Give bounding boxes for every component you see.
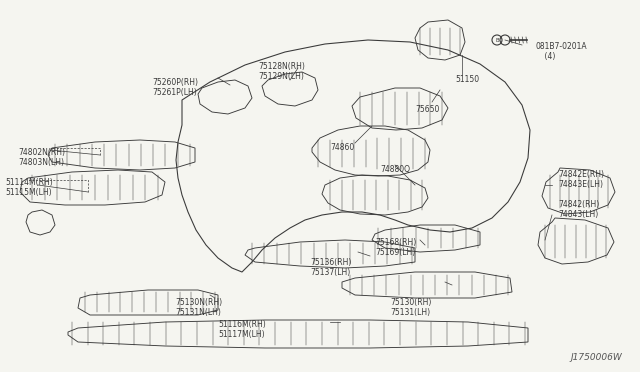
Text: 51114M(RH)
51115M(LH): 51114M(RH) 51115M(LH) bbox=[5, 178, 52, 198]
Text: 75136(RH)
75137(LH): 75136(RH) 75137(LH) bbox=[310, 258, 351, 278]
Text: 75130(RH)
75131(LH): 75130(RH) 75131(LH) bbox=[390, 298, 431, 317]
Text: 74802N(RH)
74803N(LH): 74802N(RH) 74803N(LH) bbox=[18, 148, 65, 167]
Text: B: B bbox=[495, 38, 499, 42]
Text: 51150: 51150 bbox=[455, 75, 479, 84]
Text: 75650: 75650 bbox=[415, 105, 440, 114]
Text: 081B7-0201A
    (4): 081B7-0201A (4) bbox=[535, 42, 587, 61]
Text: 75168(RH)
75169(LH): 75168(RH) 75169(LH) bbox=[375, 238, 416, 257]
Text: 75130N(RH)
75131N(LH): 75130N(RH) 75131N(LH) bbox=[175, 298, 222, 317]
Text: 74842E(RH)
74843E(LH): 74842E(RH) 74843E(LH) bbox=[558, 170, 604, 189]
Text: J1750006W: J1750006W bbox=[570, 353, 622, 362]
Text: 74860: 74860 bbox=[330, 143, 355, 152]
Text: 74880Q: 74880Q bbox=[380, 165, 410, 174]
Text: 51116M(RH)
51117M(LH): 51116M(RH) 51117M(LH) bbox=[218, 320, 266, 339]
Text: 74842(RH)
74843(LH): 74842(RH) 74843(LH) bbox=[558, 200, 599, 219]
Text: 75260P(RH)
75261P(LH): 75260P(RH) 75261P(LH) bbox=[152, 78, 198, 97]
Text: 75128N(RH)
75129N(LH): 75128N(RH) 75129N(LH) bbox=[258, 62, 305, 81]
